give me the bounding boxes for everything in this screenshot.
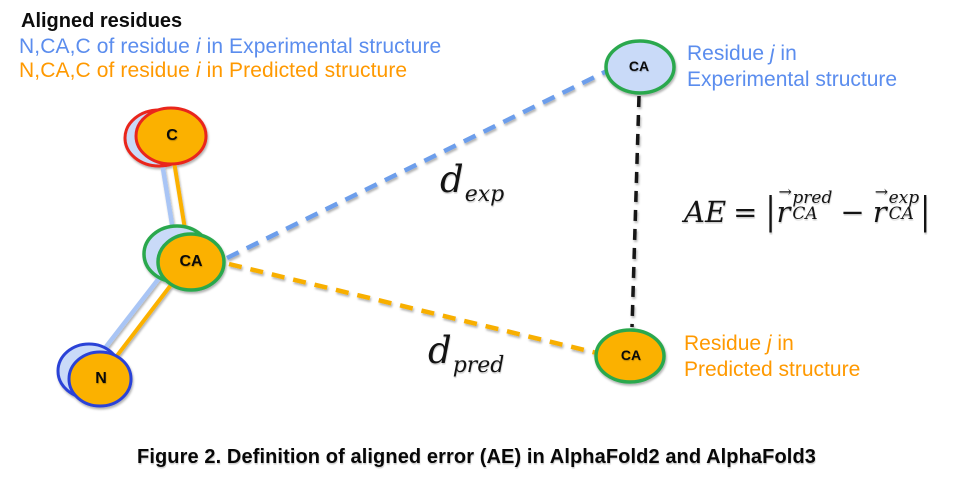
atom-c-predicted-circle [134, 106, 208, 166]
legend-experimental-text: N,CA,C of residue [19, 35, 196, 58]
legend-experimental-line: N,CA,C of residue i in Experimental stru… [19, 35, 441, 59]
residue-j-predicted-atom-label: CA [620, 347, 642, 363]
vector-arrow-icon: → [778, 181, 792, 201]
atom-n-predicted-circle [67, 350, 133, 408]
formula-close-bar: | [920, 189, 931, 234]
atom-ca-label: CA [179, 253, 203, 270]
residue-j-experimental-circle [604, 39, 676, 95]
legend-experimental-suffix: in Experimental structure [200, 35, 442, 58]
residue-j-experimental-atom-label: CA [628, 58, 650, 74]
d-pred-label: dpred [428, 329, 505, 378]
legend-predicted-var: i [195, 59, 201, 82]
atom-c-label: C [166, 127, 178, 144]
figure-caption: Figure 2. Definition of aligned error (A… [137, 446, 816, 468]
ae-dashed-line [630, 95, 641, 328]
residue-j-experimental-line2: Experimental structure [687, 68, 898, 91]
legend-predicted-suffix: in Predicted structure [200, 59, 408, 82]
legend-predicted-line: N,CA,C of residue i in Predicted structu… [19, 59, 407, 83]
d-exp-dashed-line [226, 67, 610, 261]
atom-n-label: N [95, 370, 107, 387]
formula-equals: = [733, 194, 758, 229]
d-exp-label: dexp [440, 158, 505, 207]
legend-experimental-var: i [195, 35, 201, 58]
d-pred-dashed-line [228, 261, 598, 356]
formula-minus: − [840, 194, 865, 229]
formula-lhs: AE [684, 194, 727, 229]
formula-term-exp: r → exp CA [872, 181, 920, 229]
residue-j-predicted-label: Residue j in Predicted structure [684, 331, 860, 383]
residue-j-experimental-label: Residue j in Experimental structure [687, 41, 897, 93]
vector-arrow-icon: → [874, 181, 889, 201]
residue-j-predicted-line1: Residue j in [684, 332, 794, 355]
legend-title: Aligned residues [21, 10, 183, 32]
ae-formula: AE = | r → pred CA − r → exp CA | [684, 181, 931, 234]
residue-j-predicted-line2: Predicted structure [684, 358, 861, 381]
formula-open-bar: | [765, 189, 776, 234]
residue-j-experimental-line1: Residue j in [687, 42, 797, 65]
legend-predicted-text: N,CA,C of residue [19, 59, 196, 82]
residue-j-predicted-circle [594, 328, 666, 384]
formula-term-pred: r → pred CA [776, 181, 833, 229]
atom-ca-predicted-circle [156, 232, 226, 292]
